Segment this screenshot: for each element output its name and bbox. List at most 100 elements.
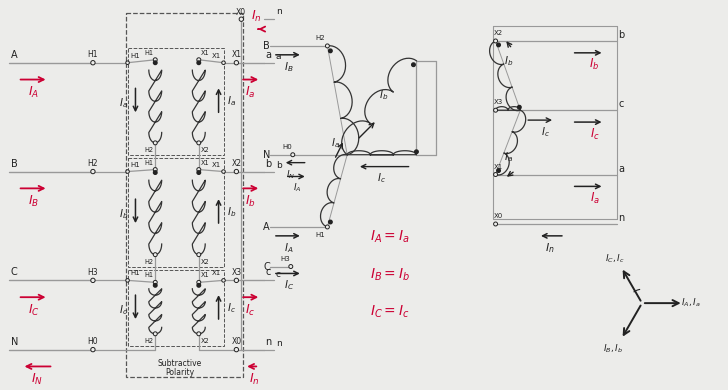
Circle shape xyxy=(494,108,497,112)
Text: $I_A$: $I_A$ xyxy=(28,85,39,100)
Text: n: n xyxy=(276,339,282,348)
Text: $I_c$: $I_c$ xyxy=(590,126,599,142)
Circle shape xyxy=(154,171,157,174)
Text: $I_C, I_c$: $I_C, I_c$ xyxy=(605,253,625,266)
Circle shape xyxy=(222,278,225,282)
Circle shape xyxy=(154,58,157,62)
Text: X2: X2 xyxy=(201,259,210,264)
Text: X1: X1 xyxy=(201,160,210,166)
Circle shape xyxy=(154,168,157,172)
Text: $I_b$: $I_b$ xyxy=(590,57,600,72)
Circle shape xyxy=(328,49,332,53)
Text: b: b xyxy=(276,161,282,170)
Text: $I_b$: $I_b$ xyxy=(379,89,389,102)
Text: X0: X0 xyxy=(232,337,242,346)
Circle shape xyxy=(222,170,225,173)
Circle shape xyxy=(197,253,201,257)
Text: X2: X2 xyxy=(232,159,242,168)
Text: $I_A, I_a$: $I_A, I_a$ xyxy=(681,297,702,309)
Text: X1: X1 xyxy=(232,50,242,59)
Text: c: c xyxy=(265,268,270,277)
Text: $I_C$: $I_C$ xyxy=(28,303,39,317)
Text: Polarity: Polarity xyxy=(165,368,194,377)
Circle shape xyxy=(197,332,201,336)
Text: $I_B, I_b$: $I_B, I_b$ xyxy=(604,343,623,355)
Text: $I_c$: $I_c$ xyxy=(541,125,550,139)
Text: $I_n$: $I_n$ xyxy=(249,372,259,387)
Text: n: n xyxy=(618,213,625,223)
Text: H3: H3 xyxy=(280,255,290,262)
Text: c: c xyxy=(276,270,281,279)
Circle shape xyxy=(412,63,415,66)
Circle shape xyxy=(126,61,130,64)
Text: $I_c$: $I_c$ xyxy=(377,172,387,185)
Text: X2: X2 xyxy=(201,147,210,153)
Circle shape xyxy=(154,280,157,284)
Text: b: b xyxy=(618,30,625,40)
Circle shape xyxy=(197,141,201,145)
Text: H2: H2 xyxy=(144,338,154,344)
Text: $I_C = I_c$: $I_C = I_c$ xyxy=(370,304,410,320)
Text: X1: X1 xyxy=(201,273,210,278)
Text: n: n xyxy=(276,7,282,16)
Circle shape xyxy=(91,278,95,282)
Text: X3: X3 xyxy=(232,268,242,277)
Text: $I_b$: $I_b$ xyxy=(227,205,236,219)
Text: $I_A$: $I_A$ xyxy=(284,241,293,255)
Text: $I_a$: $I_a$ xyxy=(331,136,340,150)
Circle shape xyxy=(234,60,239,65)
Circle shape xyxy=(290,153,295,157)
Text: $I_a$: $I_a$ xyxy=(504,150,513,164)
Circle shape xyxy=(154,141,157,145)
Text: $I_B$: $I_B$ xyxy=(284,60,293,74)
Text: $I_N$: $I_N$ xyxy=(286,168,296,181)
Text: $I_n$: $I_n$ xyxy=(251,9,261,24)
Text: H1: H1 xyxy=(144,50,154,56)
Circle shape xyxy=(154,284,157,287)
Text: $I_c$: $I_c$ xyxy=(119,303,128,317)
Text: X1: X1 xyxy=(211,161,221,168)
Text: $I_a$: $I_a$ xyxy=(590,191,599,206)
Circle shape xyxy=(234,347,239,352)
Text: X2: X2 xyxy=(494,30,503,36)
Text: H1: H1 xyxy=(144,273,154,278)
Text: a: a xyxy=(276,52,282,61)
Text: $I_n$: $I_n$ xyxy=(545,241,555,255)
Circle shape xyxy=(126,278,130,282)
Circle shape xyxy=(126,170,130,173)
Circle shape xyxy=(415,150,418,154)
Text: N: N xyxy=(11,337,18,347)
Text: $I_A$: $I_A$ xyxy=(293,181,302,193)
Circle shape xyxy=(91,60,95,65)
Text: $I_N$: $I_N$ xyxy=(31,372,42,387)
Circle shape xyxy=(494,222,497,226)
Text: a: a xyxy=(618,163,624,174)
Text: A: A xyxy=(264,222,270,232)
Text: H2: H2 xyxy=(144,259,154,264)
Text: b: b xyxy=(265,159,272,168)
Text: $I_c$: $I_c$ xyxy=(245,303,256,317)
Text: $I_a$: $I_a$ xyxy=(227,94,236,108)
Text: H1: H1 xyxy=(144,160,154,166)
Text: $I_B = I_b$: $I_B = I_b$ xyxy=(370,266,410,283)
Text: X0: X0 xyxy=(494,213,503,219)
Text: $I_b$: $I_b$ xyxy=(504,54,513,67)
Text: X2: X2 xyxy=(201,338,210,344)
Text: n: n xyxy=(265,337,272,347)
Text: X1: X1 xyxy=(211,53,221,59)
Circle shape xyxy=(222,61,225,64)
Text: $I_B$: $I_B$ xyxy=(28,194,39,209)
Circle shape xyxy=(496,169,500,172)
Text: H1: H1 xyxy=(316,232,325,238)
Text: C: C xyxy=(11,268,17,277)
Text: H2: H2 xyxy=(87,159,98,168)
Text: Subtractive: Subtractive xyxy=(158,359,202,368)
Circle shape xyxy=(494,172,497,177)
Text: H1: H1 xyxy=(87,50,98,59)
Text: H0: H0 xyxy=(282,144,292,150)
Text: B: B xyxy=(11,159,17,168)
Text: X1: X1 xyxy=(211,270,221,277)
Circle shape xyxy=(325,44,329,48)
Circle shape xyxy=(197,168,201,172)
Text: N: N xyxy=(263,150,270,160)
